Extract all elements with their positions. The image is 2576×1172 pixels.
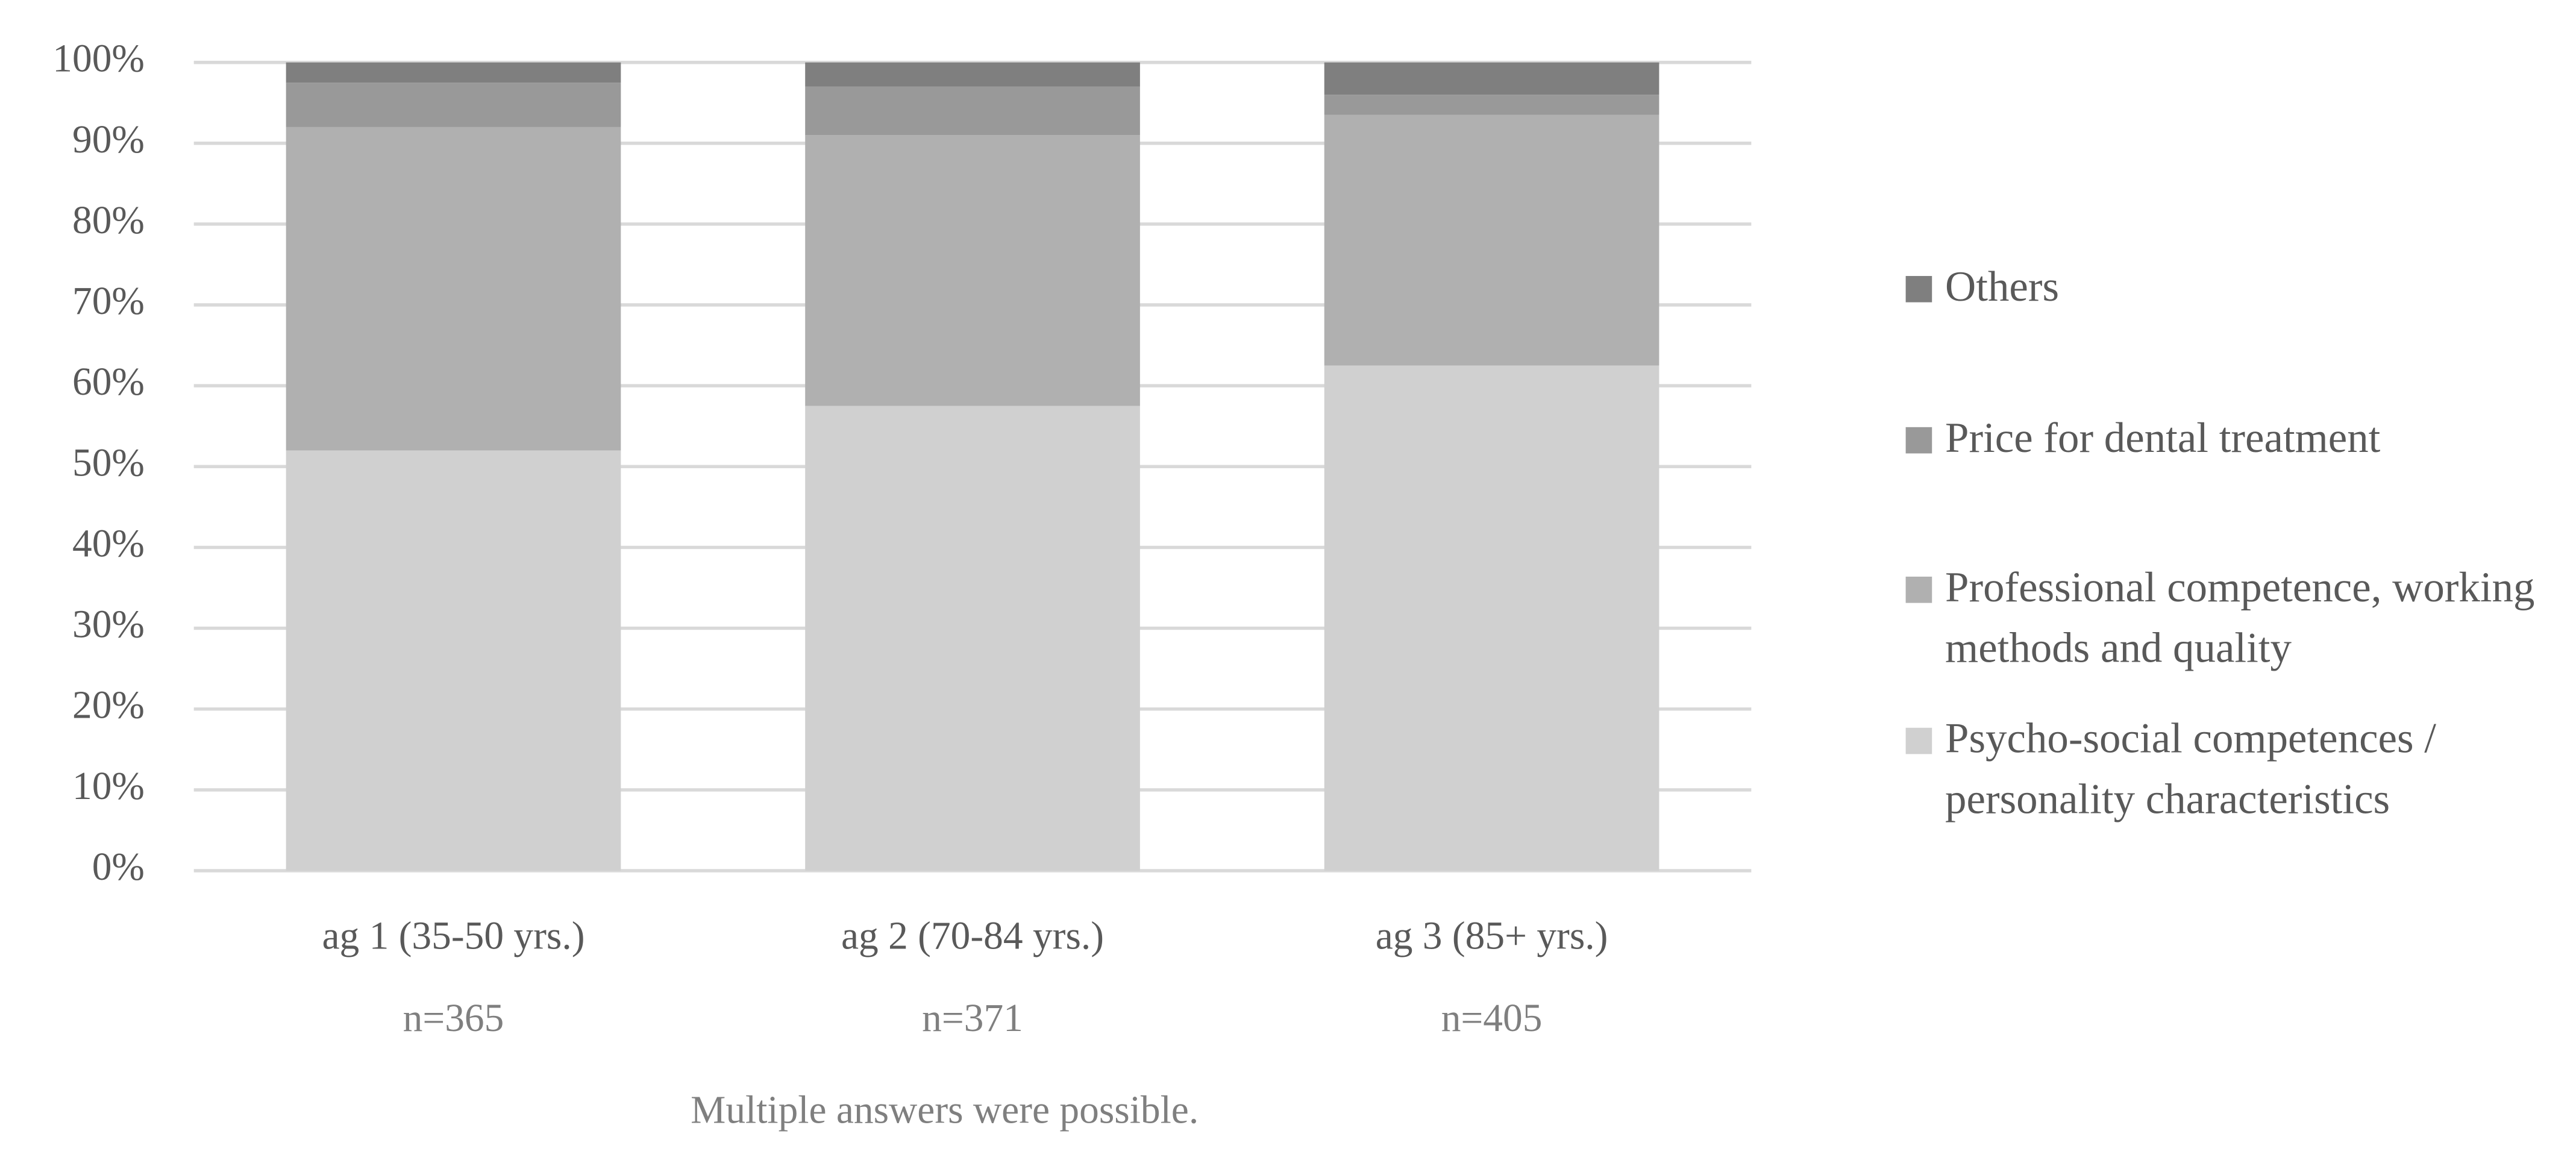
legend-swatch — [1905, 427, 1932, 454]
bar-segment — [805, 135, 1140, 406]
legend-label: Others — [1945, 263, 2060, 311]
bar-segment — [286, 450, 621, 871]
x-tick-label: ag 2 (70-84 yrs.) — [841, 915, 1104, 958]
y-tick-label: 80% — [72, 199, 145, 242]
y-tick-label: 60% — [72, 360, 145, 404]
chart-note: Multiple answers were possible. — [691, 1089, 1199, 1132]
y-tick-label: 90% — [72, 118, 145, 161]
sample-size: n=365 — [403, 997, 504, 1040]
y-tick-label: 20% — [72, 684, 145, 727]
bar-segment — [1324, 62, 1659, 95]
x-tick-label: ag 1 (35-50 yrs.) — [322, 915, 584, 958]
bar-segment — [286, 62, 621, 83]
legend-item: Price for dental treatment — [1945, 414, 2381, 462]
legend-swatch — [1905, 576, 1932, 603]
legend-item: Professional competence, working methods… — [1945, 563, 2535, 672]
bar-segment — [805, 86, 1140, 136]
bar-segment — [286, 83, 621, 127]
bar-segment — [286, 127, 621, 451]
bar-segment — [1324, 95, 1659, 115]
y-tick-label: 100% — [52, 37, 145, 81]
y-tick-label: 0% — [92, 845, 145, 889]
sample-size: n=371 — [922, 997, 1023, 1040]
legend-label: Psycho-social competences / personality … — [1945, 714, 2437, 823]
y-tick-label: 30% — [72, 603, 145, 647]
legend-swatch — [1905, 727, 1932, 754]
y-tick-label: 10% — [72, 765, 145, 808]
y-tick-label: 70% — [72, 280, 145, 323]
legend-label: Price for dental treatment — [1945, 414, 2381, 462]
x-tick-label: ag 3 (85+ yrs.) — [1376, 915, 1608, 958]
bar-segment — [805, 406, 1140, 871]
sample-size: n=405 — [1441, 997, 1543, 1040]
y-tick-label: 50% — [72, 441, 145, 484]
bar-segment — [1324, 114, 1659, 366]
legend-item: Psycho-social competences / personality … — [1945, 714, 2437, 823]
bar-segment — [1324, 365, 1659, 871]
bar-segment — [805, 62, 1140, 87]
y-tick-label: 40% — [72, 522, 145, 565]
legend-item: Others — [1945, 263, 2060, 311]
legend-label: Professional competence, working methods… — [1945, 563, 2535, 672]
legend-swatch — [1905, 276, 1932, 302]
